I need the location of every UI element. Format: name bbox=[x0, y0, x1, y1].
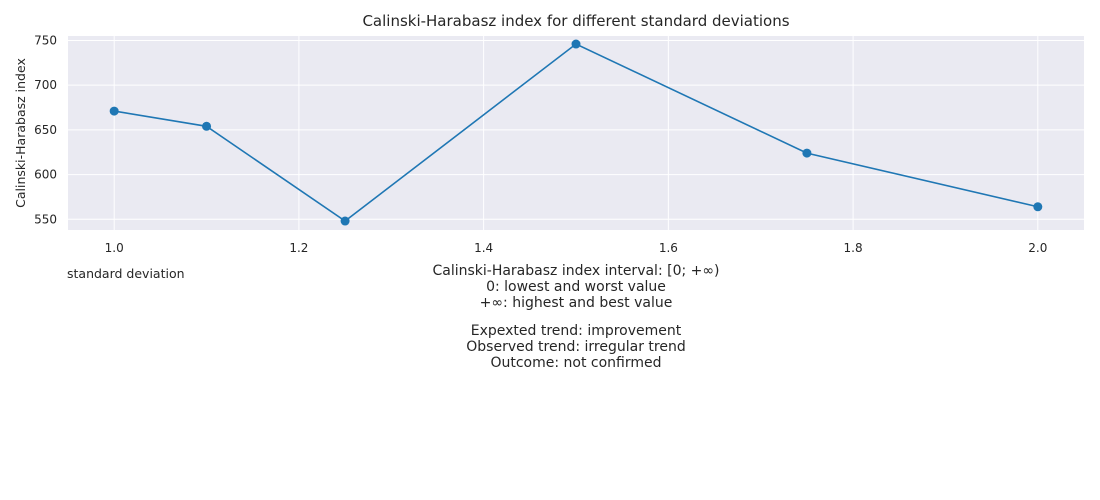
x-axis-label: standard deviation bbox=[67, 266, 185, 281]
data-point bbox=[202, 121, 212, 131]
data-point bbox=[109, 106, 119, 116]
y-tick-label: 550 bbox=[34, 212, 57, 226]
trend-note: Expexted trend: improvement Observed tre… bbox=[376, 323, 776, 371]
tick-labels: 1.0 1.2 1.4 1.6 1.8 2.0 550 600 650 700 750 bbox=[34, 33, 1047, 255]
x-tick-label: 1.6 bbox=[659, 241, 678, 255]
interval-line: Calinski-Harabasz index interval: [0; +∞… bbox=[432, 263, 720, 279]
series bbox=[109, 39, 1043, 226]
data-point bbox=[340, 216, 350, 226]
x-tick-label: 1.2 bbox=[289, 241, 308, 255]
grid-lines bbox=[68, 36, 1084, 230]
data-point bbox=[1033, 202, 1043, 212]
y-tick-label: 700 bbox=[34, 78, 57, 92]
data-point bbox=[802, 148, 812, 158]
trend-line: Outcome: not confirmed bbox=[490, 355, 662, 371]
x-tick-label: 1.4 bbox=[474, 241, 493, 255]
trend-line: Observed trend: irregular trend bbox=[466, 339, 686, 355]
data-point bbox=[571, 39, 581, 49]
y-axis-label: Calinski-Harabasz index bbox=[13, 58, 28, 208]
y-tick-label: 750 bbox=[34, 33, 57, 47]
trend-line: Expexted trend: improvement bbox=[470, 323, 682, 339]
x-tick-label: 2.0 bbox=[1028, 241, 1047, 255]
interval-note: Calinski-Harabasz index interval: [0; +∞… bbox=[376, 263, 776, 311]
x-tick-label: 1.8 bbox=[844, 241, 863, 255]
plot-area bbox=[68, 36, 1084, 230]
interval-line: +∞: highest and best value bbox=[479, 295, 673, 311]
y-tick-label: 600 bbox=[34, 168, 57, 182]
interval-line: 0: lowest and worst value bbox=[486, 279, 666, 295]
series-line bbox=[114, 43, 1038, 223]
x-tick-label: 1.0 bbox=[105, 241, 124, 255]
y-tick-label: 650 bbox=[34, 123, 57, 137]
chart-title: Calinski-Harabasz index for different st… bbox=[362, 12, 789, 30]
